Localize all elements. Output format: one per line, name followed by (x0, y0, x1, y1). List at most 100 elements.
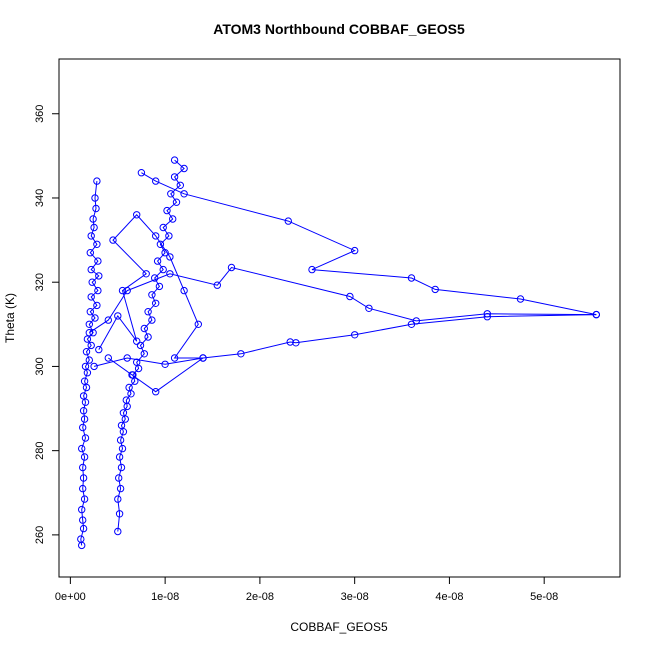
data-point (87, 232, 95, 240)
data-point (80, 415, 89, 423)
data-point (286, 338, 294, 346)
x-tick-label: 4e-08 (435, 591, 463, 603)
x-tick-label: 5e-08 (530, 591, 558, 603)
data-point (148, 291, 156, 299)
data-point (82, 348, 91, 356)
data-point (95, 345, 103, 354)
data-point (116, 436, 125, 444)
data-point (79, 524, 88, 533)
data-point (148, 316, 156, 324)
data-point (79, 423, 87, 432)
data-point (365, 304, 373, 312)
data-point (412, 317, 420, 325)
data-point (180, 164, 188, 173)
data-point (213, 281, 222, 289)
data-point (133, 211, 141, 219)
data-point (166, 270, 174, 278)
data-point (79, 463, 87, 472)
data-point (140, 324, 149, 333)
data-point (77, 535, 85, 543)
series-points (77, 156, 600, 550)
data-point (136, 341, 145, 350)
data-point (116, 484, 125, 493)
data-point (284, 217, 292, 225)
data-point (95, 272, 103, 280)
data-point (118, 444, 127, 453)
data-point (166, 253, 174, 261)
data-point (159, 265, 167, 274)
data-point (78, 505, 86, 514)
data-point (142, 270, 150, 278)
data-point (87, 265, 95, 274)
data-point (155, 282, 164, 291)
y-tick-label: 340 (34, 189, 46, 207)
data-point (90, 362, 98, 371)
data-point (87, 341, 95, 350)
data-point (516, 295, 525, 303)
data-point (87, 293, 95, 301)
data-point (161, 360, 169, 368)
data-point (483, 313, 491, 321)
data-point (94, 286, 102, 295)
data-point (93, 301, 101, 310)
data-point (161, 249, 169, 257)
data-point (115, 510, 124, 518)
data-point (80, 453, 89, 461)
data-point (79, 484, 87, 493)
data-point (292, 339, 300, 347)
data-point (79, 407, 88, 415)
y-tick-label: 260 (34, 526, 46, 544)
data-point (180, 286, 188, 295)
x-axis-label: COBBAF_GEOS5 (290, 620, 388, 634)
y-axis: 260 280 300 320 340 360 (34, 105, 60, 544)
data-point (86, 249, 95, 257)
data-point (199, 354, 207, 362)
data-point (407, 320, 416, 328)
y-tick-label: 360 (34, 105, 46, 123)
data-point (85, 356, 94, 364)
data-point (159, 223, 167, 232)
data-point (153, 257, 162, 265)
data-point (92, 204, 100, 213)
data-point (140, 350, 149, 358)
data-point (114, 495, 122, 503)
data-point (351, 331, 359, 339)
data-point (346, 292, 354, 301)
data-point (151, 274, 159, 282)
data-point (117, 463, 126, 472)
data-point (308, 265, 316, 274)
data-point (80, 495, 89, 503)
data-point (114, 527, 122, 536)
chart-title: ATOM3 Northbound COBBAF_GEOS5 (213, 21, 465, 37)
series-line-0 (80, 181, 100, 546)
data-point (79, 516, 87, 524)
data-point (144, 308, 152, 316)
data-point (115, 453, 124, 461)
data-point (79, 474, 88, 482)
data-point (152, 388, 160, 396)
y-tick-label: 280 (34, 441, 46, 459)
data-point (81, 434, 90, 442)
data-point (176, 181, 185, 190)
data-point (351, 246, 359, 255)
data-point (227, 263, 236, 272)
x-axis: 0e+00 1e-08 2e-08 3e-08 4e-08 5e-08 (55, 576, 558, 603)
series-line-3 (93, 314, 597, 367)
data-point (118, 286, 127, 295)
data-point (91, 314, 99, 322)
y-tick-label: 320 (34, 273, 46, 291)
data-point (91, 194, 99, 202)
data-point (78, 444, 86, 453)
data-point (81, 362, 90, 371)
data-point (592, 310, 600, 319)
data-point (167, 190, 175, 198)
data-point (125, 383, 133, 392)
data-point (114, 312, 122, 320)
data-point (133, 337, 141, 345)
data-point (123, 286, 131, 295)
x-tick-label: 1e-08 (151, 591, 179, 603)
data-point (144, 333, 152, 341)
y-tick-label: 300 (34, 357, 46, 375)
data-point (93, 177, 101, 185)
